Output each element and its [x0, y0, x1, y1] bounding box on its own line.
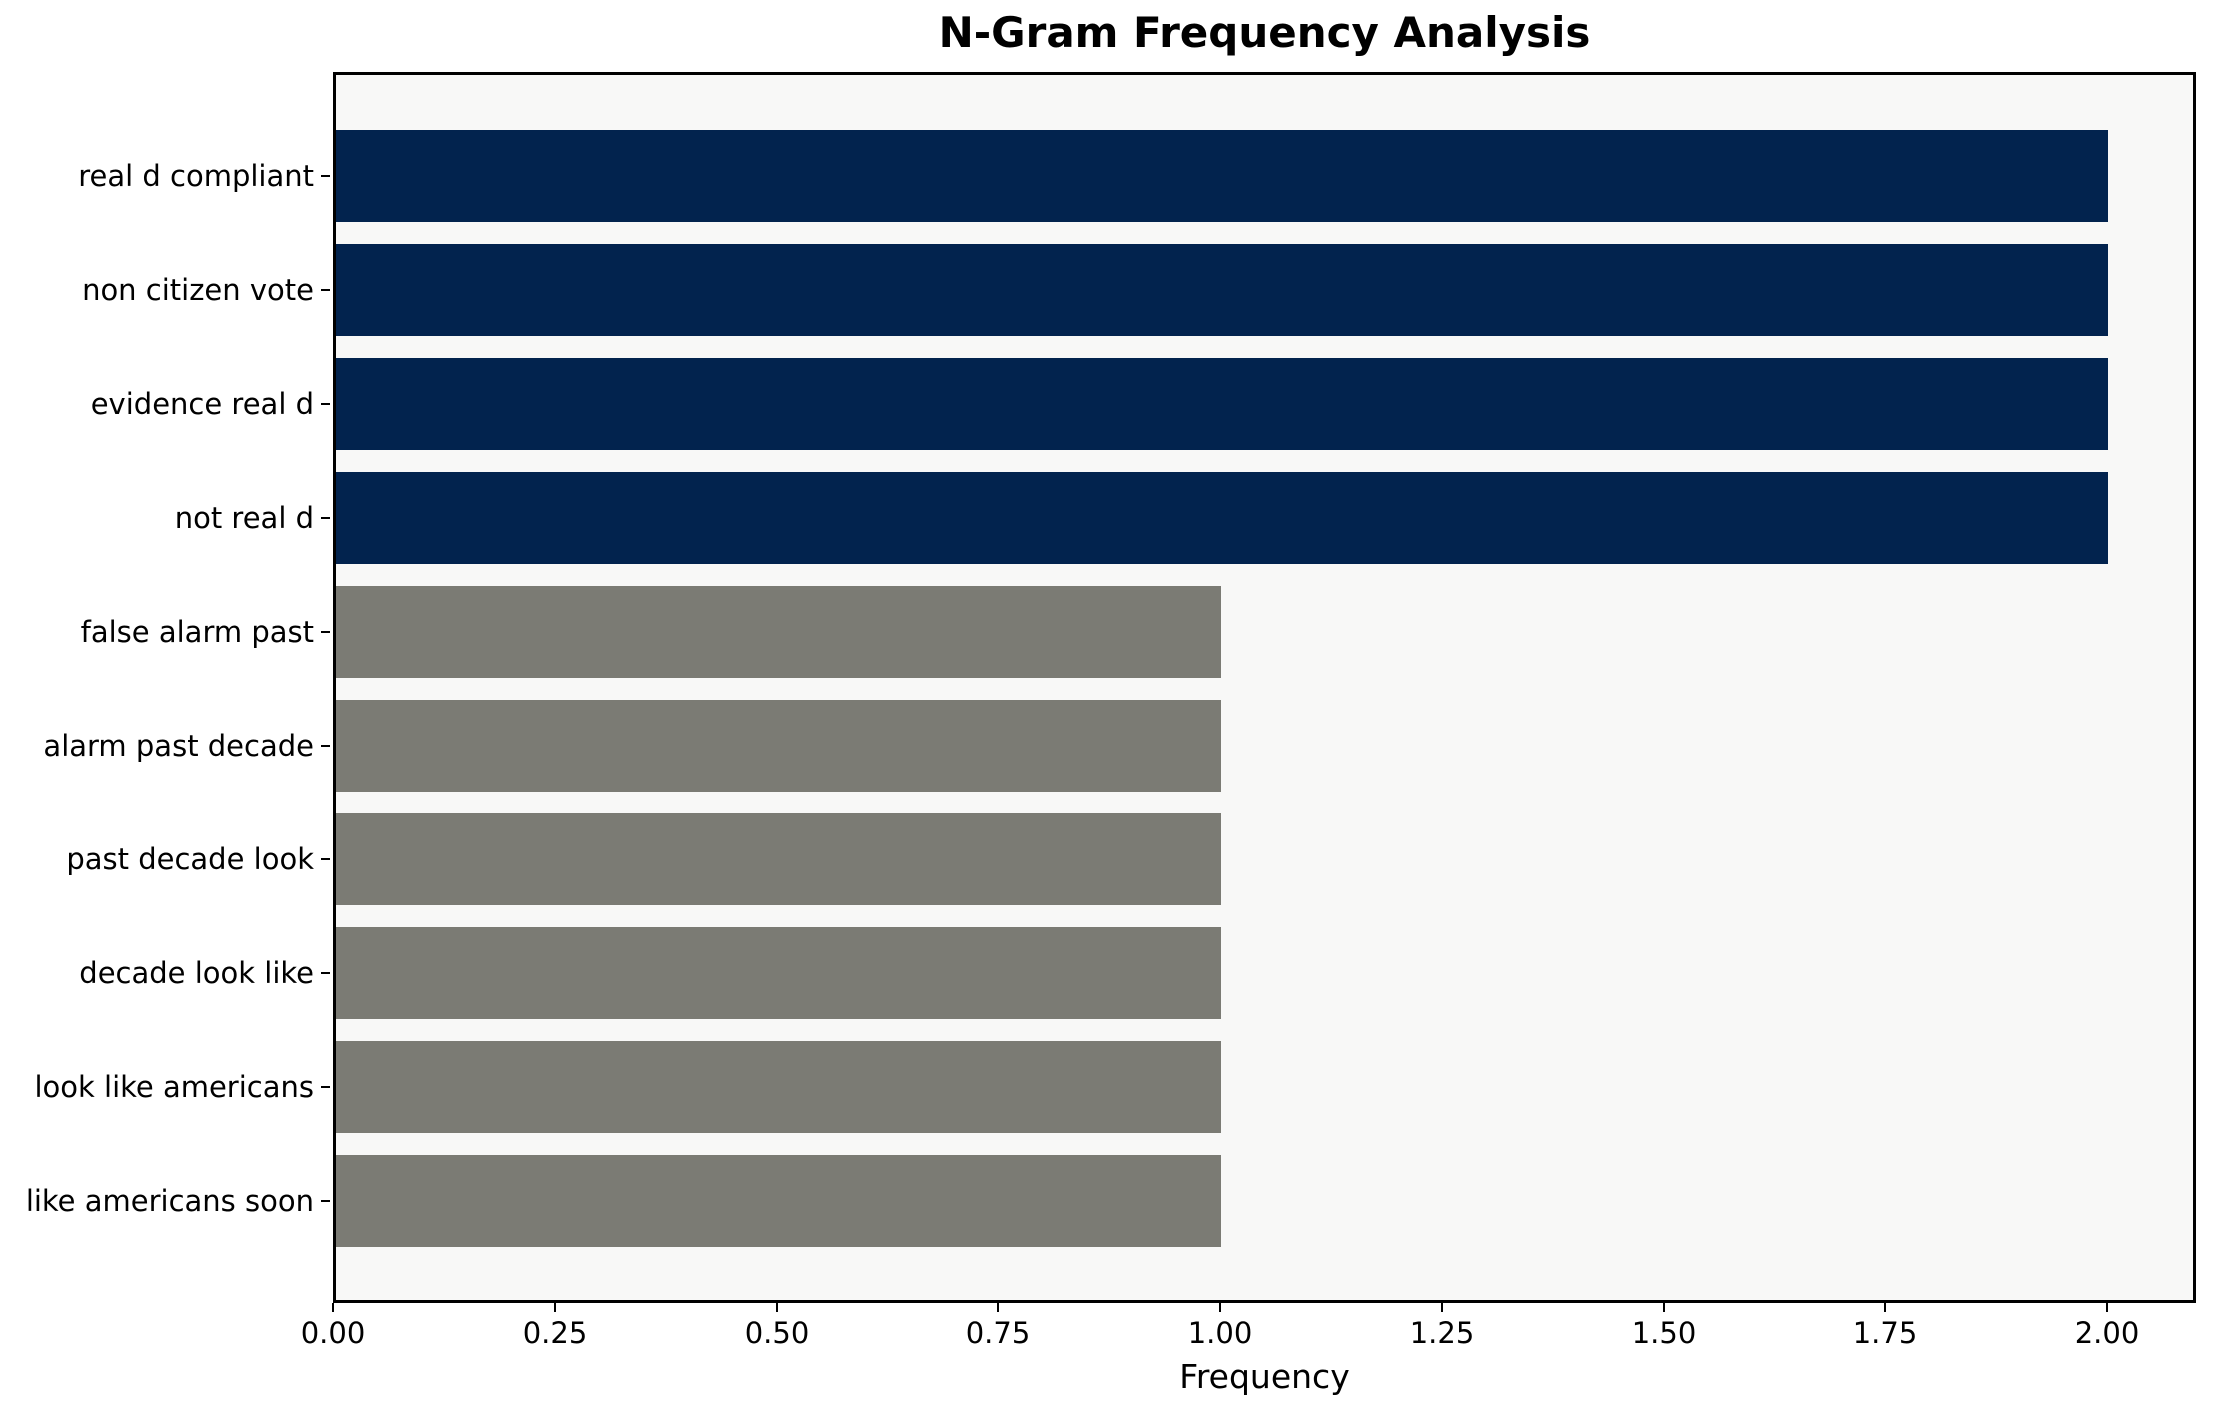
bar-like-americans-soon: [334, 1155, 1221, 1247]
x-tick-label: 0.50: [744, 1316, 810, 1350]
x-tick-label: 0.75: [965, 1316, 1031, 1350]
chart-title: N-Gram Frequency Analysis: [938, 8, 1591, 57]
y-tick-label: real d compliant: [78, 159, 314, 193]
y-tick-label: false alarm past: [80, 615, 314, 649]
bar-false-alarm-past: [334, 586, 1221, 678]
bar-alarm-past-decade: [334, 700, 1221, 792]
bar-evidence-real-d: [334, 358, 2108, 450]
x-tick-mark: [554, 1303, 556, 1312]
x-tick-mark: [776, 1303, 778, 1312]
y-tick-label: not real d: [174, 501, 314, 535]
x-tick-mark: [1219, 1303, 1221, 1312]
y-tick-label: look like americans: [34, 1070, 314, 1104]
y-tick-label: decade look like: [79, 956, 314, 990]
y-tick-label: past decade look: [66, 842, 314, 876]
y-tick-label: non citizen vote: [82, 273, 314, 307]
y-tick-label: evidence real d: [90, 387, 314, 421]
x-tick-mark: [332, 1303, 334, 1312]
y-tick-mark: [321, 517, 330, 519]
x-tick-mark: [997, 1303, 999, 1312]
y-tick-mark: [321, 858, 330, 860]
x-tick-mark: [1884, 1303, 1886, 1312]
x-tick-label: 1.25: [1409, 1316, 1475, 1350]
x-tick-mark: [1663, 1303, 1665, 1312]
y-tick-mark: [321, 631, 330, 633]
y-tick-label: like americans soon: [25, 1184, 314, 1218]
bar-real-d-compliant: [334, 130, 2108, 222]
x-tick-label: 0.25: [522, 1316, 588, 1350]
x-tick-mark: [2106, 1303, 2108, 1312]
y-tick-mark: [321, 1200, 330, 1202]
bar-look-like-americans: [334, 1041, 1221, 1133]
x-tick-label: 1.50: [1631, 1316, 1697, 1350]
y-tick-mark: [321, 745, 330, 747]
x-tick-label: 1.75: [1852, 1316, 1918, 1350]
y-tick-mark: [321, 175, 330, 177]
y-tick-mark: [321, 1086, 330, 1088]
x-tick-label: 2.00: [2074, 1316, 2140, 1350]
y-tick-mark: [321, 403, 330, 405]
y-tick-mark: [321, 289, 330, 291]
x-tick-label: 1.00: [1187, 1316, 1253, 1350]
x-tick-mark: [1441, 1303, 1443, 1312]
bar-not-real-d: [334, 472, 2108, 564]
bar-decade-look-like: [334, 927, 1221, 1019]
x-tick-label: 0.00: [300, 1316, 366, 1350]
bar-non-citizen-vote: [334, 244, 2108, 336]
y-tick-label: alarm past decade: [43, 729, 314, 763]
y-tick-mark: [321, 972, 330, 974]
x-axis-label: Frequency: [1179, 1357, 1350, 1396]
bar-past-decade-look: [334, 813, 1221, 905]
